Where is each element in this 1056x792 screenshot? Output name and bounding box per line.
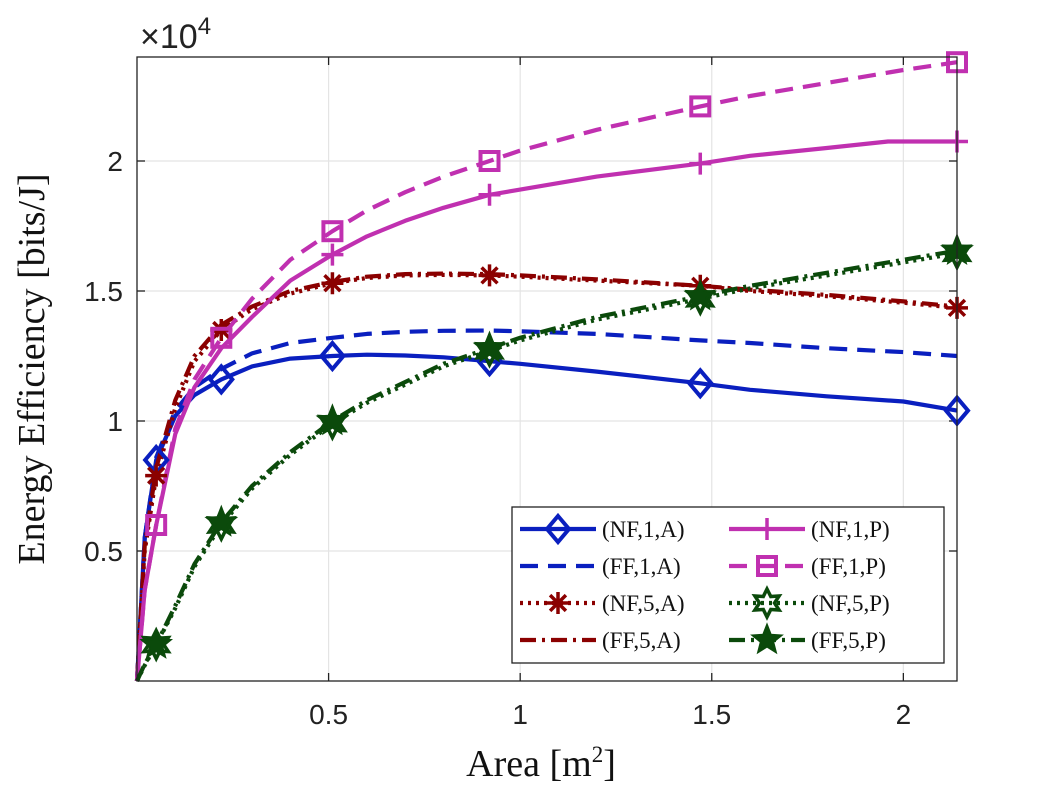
y-tick-label: 1 (107, 406, 123, 437)
legend-label-ff-1-p: (FF,1,P) (811, 554, 886, 579)
legend-marker-nf-5-a (547, 592, 569, 614)
legend-marker-ff-5-p (750, 622, 784, 655)
data-point-nf-1-p (478, 183, 501, 206)
series-line-ff-1-a (134, 328, 958, 682)
legend-label-nf-5-a: (NF,5,A) (602, 591, 685, 616)
data-point-nf-5-a (321, 272, 344, 295)
series-line-nf-5-p (135, 251, 958, 682)
data-point-nf-1-a (686, 367, 714, 400)
legend-box (511, 506, 945, 664)
y-multiplier-base: ×10 (140, 18, 198, 56)
series-line-nf-1-a (134, 352, 958, 682)
x-tick-label: 1.5 (692, 699, 731, 730)
data-point-nf-1-p (689, 152, 712, 175)
y-axis-label: Energy Efficiency [bits/J] (11, 173, 53, 564)
data-point-nf-1-p (321, 243, 344, 266)
data-point-nf-1-a (318, 339, 347, 373)
x-axis-label-end: ] (603, 743, 616, 785)
y-tick-label: 0.5 (84, 536, 123, 567)
data-point-ff-1-p (145, 514, 168, 536)
series-line-nf-5-a (134, 272, 958, 682)
data-point-ff-1-p (210, 326, 233, 349)
data-point-nf-1-a (207, 363, 235, 396)
x-tick-label: 0.5 (309, 699, 348, 730)
legend-marker-ff-1-p (756, 555, 778, 577)
legend-label-nf-1-p: (NF,1,P) (811, 517, 890, 542)
data-point-ff-5-p (683, 278, 718, 311)
y-multiplier: ×104 (140, 13, 211, 56)
data-point-nf-5-p (140, 626, 172, 663)
legend-marker-nf-5-p (751, 585, 783, 621)
tick-labels: 0.5 1 1.5 2 0.5 1 1.5 2 (84, 146, 911, 730)
legend-label-ff-1-a: (FF,1,A) (602, 554, 681, 579)
data-point-ff-5-p (472, 330, 507, 363)
legend-label-ff-5-a: (FF,5,A) (602, 628, 681, 653)
data-point-ff-5-p (139, 626, 173, 659)
x-axis-label-superscript: 2 (592, 742, 604, 767)
axes-box (136, 56, 958, 682)
data-point-ff-1-p (689, 95, 712, 118)
data-point-nf-5-a (478, 264, 501, 287)
x-axis-label-main: Area [m (466, 743, 592, 785)
x-axis-label: Area [m2] (466, 742, 616, 785)
legend-label-nf-1-a: (NF,1,A) (602, 517, 685, 542)
legend-marker-nf-1-a (544, 512, 572, 546)
legend-label-nf-5-p: (NF,5,P) (811, 591, 890, 616)
legend-label-ff-5-p: (FF,5,P) (811, 628, 886, 653)
y-tick-label: 2 (107, 146, 123, 177)
legend-marker-nf-1-p (756, 518, 778, 540)
legend: (NF,1,A) (FF,1,A) (NF,5,A) (FF,5,A) (NF,1,P)… (511, 506, 945, 664)
x-tick-label: 1 (512, 699, 528, 730)
data-point-nf-5-a (145, 464, 168, 487)
data-point-ff-5-p (204, 504, 239, 537)
series-markers (139, 51, 974, 663)
data-point-ff-5-p (315, 403, 350, 436)
y-multiplier-exponent: 4 (198, 13, 211, 40)
series-lines (134, 60, 958, 682)
data-point-ff-1-p (478, 150, 501, 172)
data-point-ff-1-p (321, 220, 344, 243)
x-tick-label: 2 (896, 699, 912, 730)
y-tick-label: 1.5 (84, 276, 123, 307)
series-line-ff-1-p (134, 60, 958, 682)
